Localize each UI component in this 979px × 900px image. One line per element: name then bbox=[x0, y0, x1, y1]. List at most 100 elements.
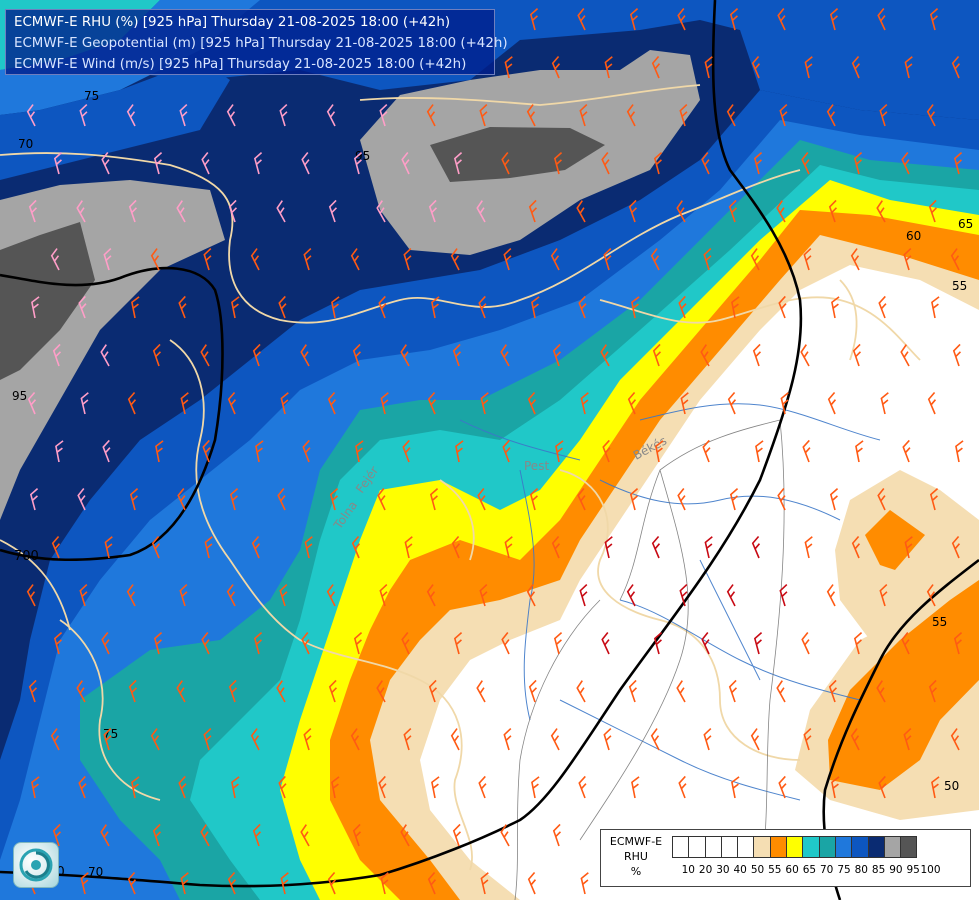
wind-barb bbox=[779, 583, 788, 607]
wind-barb bbox=[579, 103, 588, 127]
wind-barb bbox=[200, 824, 210, 847]
wind-barb bbox=[853, 632, 863, 655]
wind-barb bbox=[250, 728, 260, 751]
wind-barb bbox=[327, 391, 337, 415]
wind-barb bbox=[231, 296, 240, 319]
wind-barb bbox=[480, 872, 489, 895]
wind-barb bbox=[328, 199, 338, 223]
wind-barb bbox=[328, 679, 338, 703]
country-borders bbox=[0, 84, 921, 871]
wind-barb bbox=[802, 439, 811, 463]
wind-barb bbox=[753, 632, 763, 655]
wind-barb bbox=[376, 200, 386, 223]
wind-barb bbox=[300, 824, 310, 847]
wind-barb bbox=[851, 535, 861, 559]
wind-barb bbox=[77, 487, 86, 511]
wind-barb bbox=[379, 583, 388, 607]
legend-unit: % bbox=[630, 865, 642, 878]
wind-barb bbox=[126, 584, 136, 607]
wind-barb bbox=[177, 487, 186, 511]
legend-tick: 75 bbox=[837, 864, 851, 876]
wind-barb bbox=[776, 680, 786, 703]
legend-ticks: 10 20 30 40 50 55 60 65 70 75 80 85 90 95 100 bbox=[672, 864, 972, 878]
legend-tick: 10 bbox=[681, 864, 695, 876]
wind-barb bbox=[750, 728, 760, 751]
wind-barb bbox=[879, 103, 888, 127]
legend-swatch bbox=[834, 836, 853, 858]
wind-barb bbox=[451, 535, 461, 559]
wind-barb bbox=[501, 631, 510, 655]
wind-barb bbox=[803, 727, 812, 751]
wind-barb bbox=[676, 200, 686, 223]
wind-barb bbox=[104, 536, 113, 559]
wind-barb bbox=[604, 56, 613, 79]
place-label: Pest bbox=[524, 459, 549, 473]
wind-barb bbox=[551, 535, 561, 559]
wind-barb bbox=[653, 632, 663, 655]
wind-barb bbox=[253, 152, 263, 175]
wind-barb bbox=[476, 200, 486, 223]
wind-barb bbox=[650, 248, 660, 271]
wind-barb bbox=[778, 775, 787, 799]
rhu-label: 95 bbox=[355, 149, 370, 163]
wind-barb bbox=[353, 632, 363, 655]
wind-barb bbox=[631, 776, 640, 799]
wind-barb bbox=[580, 392, 589, 415]
wind-barb bbox=[578, 295, 587, 319]
wind-barb bbox=[855, 440, 864, 463]
wind-barb bbox=[501, 151, 510, 175]
wind-barb bbox=[329, 488, 339, 511]
wind-barb bbox=[303, 247, 312, 271]
rhu-band-60-right-lower bbox=[828, 580, 979, 790]
county-lines bbox=[514, 419, 785, 900]
legend-swatch bbox=[688, 836, 706, 858]
wind-barb bbox=[503, 727, 512, 751]
wind-barb bbox=[776, 200, 786, 223]
wind-barb bbox=[700, 344, 710, 367]
wind-barb bbox=[929, 8, 939, 31]
wind-barb bbox=[728, 679, 738, 703]
rhu-band-85-left bbox=[0, 60, 230, 180]
wind-barb bbox=[851, 55, 861, 79]
legend-variable: RHU bbox=[624, 850, 648, 863]
wind-barb bbox=[128, 679, 138, 703]
wind-barb bbox=[78, 295, 87, 319]
wind-barb bbox=[76, 200, 86, 223]
wind-barb bbox=[901, 631, 910, 655]
wind-barb bbox=[150, 728, 160, 751]
wind-barb bbox=[203, 247, 212, 271]
legend-tick: 70 bbox=[820, 864, 834, 876]
wind-barb bbox=[726, 584, 736, 607]
rhu-legend: ECMWF-E RHU % 10 20 30 40 50 55 60 65 70 75 80 85 90… bbox=[600, 829, 971, 887]
legend-swatch bbox=[867, 836, 885, 858]
wind-barb bbox=[279, 103, 288, 127]
wind-barb bbox=[953, 632, 963, 655]
wind-barb bbox=[377, 487, 386, 511]
wind-barb bbox=[576, 680, 586, 703]
wind-barb bbox=[403, 247, 412, 271]
wind-barb bbox=[203, 727, 212, 751]
wind-barb bbox=[101, 631, 110, 655]
wind-barbs bbox=[26, 7, 964, 895]
wind-barb bbox=[100, 344, 110, 367]
wind-barb bbox=[878, 295, 887, 319]
wind-barb bbox=[831, 296, 840, 319]
wind-barb bbox=[404, 536, 413, 559]
wind-barb bbox=[500, 344, 510, 367]
rhu-label: 55 bbox=[932, 615, 947, 629]
wind-barb bbox=[228, 679, 238, 703]
wind-barb bbox=[80, 872, 89, 895]
wind-barb bbox=[150, 248, 160, 271]
wind-barb bbox=[927, 391, 937, 415]
legend-swatch bbox=[720, 836, 739, 858]
wind-barb bbox=[727, 391, 737, 415]
wind-barb bbox=[255, 440, 264, 463]
wind-barb bbox=[500, 824, 510, 847]
wind-barb bbox=[280, 392, 289, 415]
wind-barb bbox=[253, 632, 263, 655]
wind-barb bbox=[729, 488, 739, 511]
wind-barb bbox=[601, 151, 610, 175]
wind-barb bbox=[31, 776, 40, 799]
